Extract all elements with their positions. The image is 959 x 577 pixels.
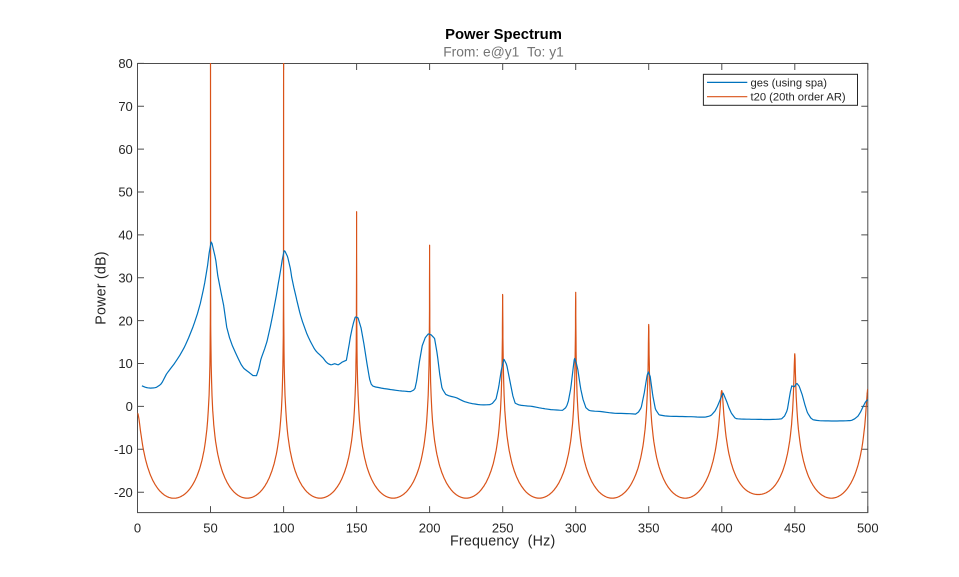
svg-text:Power Spectrum: Power Spectrum — [445, 27, 562, 43]
svg-text:400: 400 — [711, 521, 733, 536]
svg-text:20: 20 — [118, 313, 132, 328]
svg-text:450: 450 — [784, 521, 806, 536]
svg-text:10: 10 — [118, 356, 132, 371]
svg-text:From: e@y1 To: y1: From: e@y1 To: y1 — [443, 45, 564, 60]
svg-text:70: 70 — [118, 99, 132, 114]
svg-text:Power (dB): Power (dB) — [93, 251, 109, 325]
svg-text:0: 0 — [126, 399, 133, 414]
svg-text:500: 500 — [857, 521, 879, 536]
svg-text:60: 60 — [118, 142, 132, 157]
svg-text:0: 0 — [134, 521, 141, 536]
svg-text:300: 300 — [565, 521, 587, 536]
svg-text:Frequency (Hz): Frequency (Hz) — [450, 533, 556, 549]
svg-text:30: 30 — [118, 271, 132, 286]
svg-text:50: 50 — [203, 521, 217, 536]
svg-text:-20: -20 — [114, 485, 133, 500]
svg-text:50: 50 — [118, 185, 132, 200]
svg-text:ges (using spa): ges (using spa) — [751, 77, 828, 89]
svg-text:t20 (20th order AR): t20 (20th order AR) — [751, 92, 846, 104]
svg-text:40: 40 — [118, 228, 132, 243]
svg-text:-10: -10 — [114, 442, 133, 457]
svg-text:250: 250 — [492, 521, 514, 536]
svg-text:100: 100 — [273, 521, 295, 536]
svg-text:200: 200 — [419, 521, 441, 536]
svg-text:350: 350 — [638, 521, 660, 536]
svg-text:80: 80 — [118, 56, 132, 71]
svg-text:150: 150 — [346, 521, 368, 536]
